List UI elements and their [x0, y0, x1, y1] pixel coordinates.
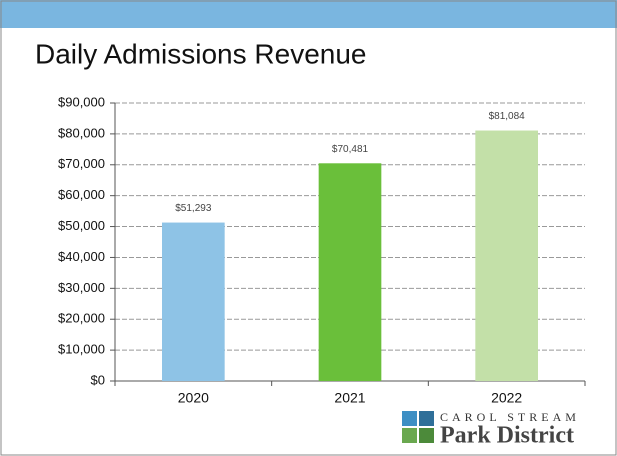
y-tick-label: $30,000 — [58, 280, 105, 295]
logo-square — [419, 428, 434, 443]
value-label: $70,481 — [332, 144, 369, 155]
logo-line2: Park District — [440, 423, 574, 449]
bar — [475, 130, 538, 381]
logo: CAROL STREAM Park District — [402, 410, 580, 449]
logo-square — [402, 411, 417, 426]
logo-square — [419, 411, 434, 426]
x-tick-label: 2022 — [491, 390, 522, 406]
y-tick-label: $60,000 — [58, 187, 105, 202]
top-band — [0, 0, 617, 28]
chart-title: Daily Admissions Revenue — [35, 38, 367, 69]
y-tick-label: $90,000 — [58, 94, 105, 109]
y-tick-label: $10,000 — [58, 342, 105, 357]
y-tick-label: $40,000 — [58, 249, 105, 264]
value-label: $51,293 — [175, 203, 212, 214]
logo-square — [402, 428, 417, 443]
bar — [162, 222, 225, 381]
y-tick-label: $20,000 — [58, 311, 105, 326]
y-tick-label: $50,000 — [58, 218, 105, 233]
value-label: $81,084 — [489, 111, 526, 122]
logo-line1: CAROL STREAM — [440, 410, 580, 424]
x-tick-label: 2020 — [178, 390, 209, 406]
y-tick-label: $80,000 — [58, 125, 105, 140]
y-tick-label: $70,000 — [58, 156, 105, 171]
y-tick-label: $0 — [91, 372, 105, 387]
bar — [318, 163, 382, 381]
x-tick-label: 2021 — [334, 390, 365, 406]
